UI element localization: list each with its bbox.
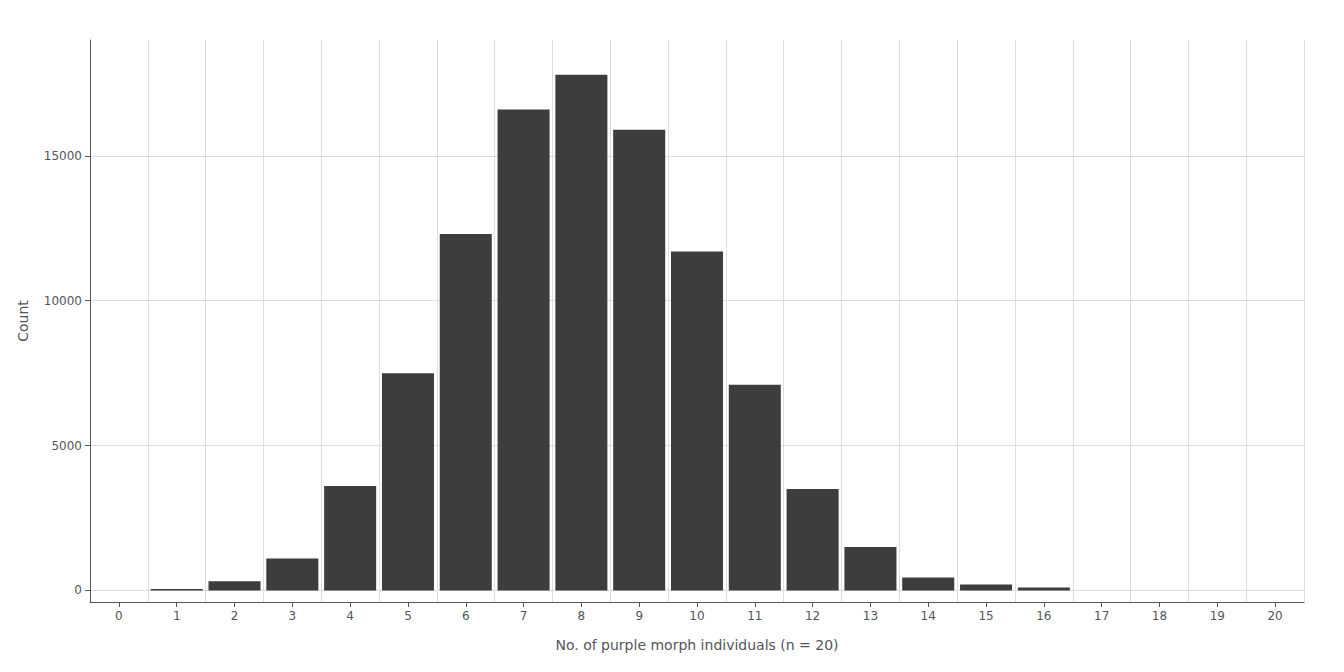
svg-text:No. of purple morph individual: No. of purple morph individuals (n = 20): [555, 637, 838, 653]
svg-text:12: 12: [805, 609, 820, 623]
svg-text:15000: 15000: [44, 149, 82, 163]
svg-text:16: 16: [1036, 609, 1051, 623]
svg-text:5: 5: [404, 609, 412, 623]
svg-text:6: 6: [462, 609, 470, 623]
svg-text:8: 8: [578, 609, 586, 623]
svg-text:10: 10: [689, 609, 704, 623]
svg-text:4: 4: [346, 609, 354, 623]
svg-text:Count: Count: [15, 300, 31, 342]
svg-text:18: 18: [1152, 609, 1167, 623]
svg-text:2: 2: [231, 609, 239, 623]
svg-text:5000: 5000: [51, 439, 82, 453]
svg-text:0: 0: [115, 609, 123, 623]
svg-text:0: 0: [74, 583, 82, 597]
svg-text:19: 19: [1210, 609, 1225, 623]
svg-text:13: 13: [863, 609, 878, 623]
svg-text:3: 3: [289, 609, 297, 623]
svg-text:17: 17: [1094, 609, 1109, 623]
svg-text:10000: 10000: [44, 294, 82, 308]
svg-text:20: 20: [1267, 609, 1282, 623]
svg-text:14: 14: [921, 609, 936, 623]
svg-text:7: 7: [520, 609, 528, 623]
svg-text:1: 1: [173, 609, 181, 623]
svg-text:11: 11: [747, 609, 762, 623]
svg-text:15: 15: [978, 609, 993, 623]
svg-text:9: 9: [635, 609, 643, 623]
